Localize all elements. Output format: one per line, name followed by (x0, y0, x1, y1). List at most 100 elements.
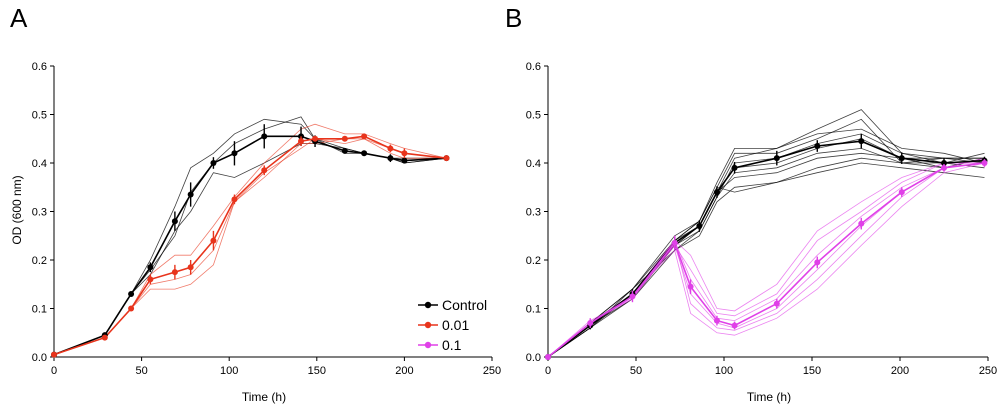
panel-b-data-point-0-1 (814, 259, 821, 266)
panel-a-replicate-lines (53, 116, 447, 355)
panel-b-data-point-0-1 (731, 322, 738, 329)
panel-a-y-tick-label: 0.4 (32, 158, 47, 170)
panel-a-x-tick-label: 150 (308, 365, 326, 377)
panel-a-data-point-0-01 (187, 264, 194, 271)
panel-a-x-tick-label: 100 (220, 365, 238, 377)
panel-b-x-tick-label: 150 (803, 365, 821, 377)
panel-a-data-point-control (341, 147, 348, 154)
panel-b-replicate-line-control (547, 157, 985, 358)
panel-b-data-point-control (773, 155, 780, 162)
legend-label-0-1: 0.1 (442, 337, 462, 353)
panel-a-mean-points (51, 124, 450, 358)
legend-marker-control (424, 301, 432, 309)
panel-b-y-tick-label: 0.6 (526, 61, 541, 73)
panel-a-data-point-0-01 (341, 135, 348, 142)
panel-a-data-point-control (401, 157, 408, 164)
panel-b-data-point-control (696, 223, 703, 230)
panel-b-y-tick-label: 0.5 (526, 110, 541, 122)
panel-a-data-point-0-01 (401, 150, 408, 157)
panel-a-data-point-0-01 (298, 138, 305, 145)
legend-entry-0-01: 0.01 (418, 317, 469, 333)
panel-a-data-point-control (147, 264, 154, 271)
panel-b-y-tick-label: 0.4 (526, 158, 541, 170)
panel-a-x-axis-title: Time (h) (242, 390, 286, 404)
panel-b-replicate-line-0-1 (547, 162, 985, 358)
panel-a-data-point-0-01 (261, 167, 268, 174)
panel-b-data-point-0-1 (671, 240, 678, 247)
panel-b-data-point-0-1 (858, 220, 865, 227)
panel-a-data-point-0-01 (51, 351, 57, 358)
legend-marker-0-01 (424, 321, 432, 329)
panel-b-data-point-0-1 (941, 164, 947, 171)
panel-a-data-point-control (387, 155, 394, 162)
panel-a-replicate-line-control (53, 116, 447, 355)
panel-a-data-point-0-01 (361, 133, 368, 140)
panel-b-x-axis-title: Time (h) (747, 390, 791, 404)
legend-entry-0-1: 0.1 (418, 337, 462, 353)
panel-a-replicate-line-control (53, 118, 447, 355)
panel-b-x-tick-label: 250 (979, 365, 997, 377)
panel-b-y-tick-label: 0.1 (526, 304, 541, 316)
panel-b-x-tick-label: 100 (715, 365, 733, 377)
panel-a-y-tick-label: 0.1 (32, 304, 47, 316)
panel-b-replicate-line-control (547, 162, 985, 358)
panel-a-data-point-0-01 (312, 135, 319, 142)
panel-a-data-point-0-01 (171, 269, 178, 276)
panel-b-data-point-0-1 (713, 317, 720, 324)
panel-b-replicate-line-0-1 (547, 162, 985, 358)
panel-a-data-point-0-01 (210, 237, 217, 244)
panel-b-x-tick-label: 0 (545, 365, 551, 377)
panel-b-axes: 0.0 0.1 0.2 0.3 0.4 0.5 0.6 0 50 100 150 200 250 (526, 61, 997, 377)
panel-a-mean-lines (53, 135, 447, 356)
panel-b-x-tick-label: 200 (891, 365, 909, 377)
legend-label-control: Control (442, 297, 487, 313)
panel-a-data-point-control (261, 133, 268, 140)
panel-b-letter: B (505, 3, 522, 33)
panel-a-x-tick-label: 50 (135, 365, 147, 377)
panel-a-replicate-line-0-01 (53, 123, 447, 355)
panel-a-data-point-control (231, 150, 238, 157)
panel-b-replicate-line-0-1 (547, 157, 985, 358)
panel-b-replicate-line-control (547, 133, 985, 358)
panel-b-replicate-line-0-1 (547, 162, 985, 358)
panel-a-data-point-0-01 (128, 305, 135, 312)
panel-b-data-point-0-1 (981, 160, 988, 166)
panel-a: A OD (600 nm) Time (h) 0.00.10.20.30.40.… (10, 3, 501, 404)
panel-b: B Time (h) 0.0 0.1 0.2 0.3 0.4 0.5 0.6 0 50 100 15… (505, 3, 997, 404)
panel-a-mean-line-0-01 (53, 135, 447, 356)
panel-b-data-point-control (898, 155, 905, 162)
panel-b-y-tick-label: 0.2 (526, 255, 541, 267)
panel-b-data-point-0-1 (687, 283, 694, 290)
panel-b-y-tick-label: 0.0 (526, 352, 541, 364)
panel-b-data-point-0-1 (587, 320, 594, 327)
panel-a-data-point-0-01 (387, 145, 394, 152)
panel-a-data-point-control (171, 218, 178, 225)
panel-a-x-tick-label: 200 (395, 365, 413, 377)
panel-a-mean-line-control (53, 135, 447, 356)
panel-a-x-tick-label: 0 (51, 365, 57, 377)
legend-marker-0-1 (424, 341, 432, 349)
panel-a-replicate-line-0-01 (53, 138, 447, 355)
panel-b-y-tick-label: 0.3 (526, 207, 541, 219)
panel-a-data-point-0-01 (231, 196, 238, 203)
panel-b-mean-points (545, 133, 988, 360)
panel-b-replicate-line-0-1 (547, 162, 985, 358)
panel-b-replicate-line-control (547, 109, 985, 358)
panel-b-data-point-control (814, 143, 821, 150)
panel-a-x-tick-label: 250 (483, 365, 501, 377)
panel-a-data-point-0-01 (147, 276, 154, 283)
legend-entry-control: Control (418, 297, 487, 313)
legend: Control 0.01 0.1 (418, 297, 487, 353)
panel-b-data-point-0-1 (629, 293, 636, 300)
panel-b-data-point-control (713, 189, 720, 196)
panel-b-data-point-control (858, 138, 865, 145)
panel-b-mean-line-0-1 (547, 162, 985, 358)
panel-a-y-axis-title: OD (600 nm) (10, 175, 24, 244)
panel-b-data-point-control (941, 160, 947, 166)
panel-b-data-point-control (731, 164, 738, 171)
panel-a-axes: 0.0 0.1 0.2 0.3 0.4 0.5 0.6 0 50 100 150 200 250 (32, 61, 501, 377)
panel-a-data-point-control (210, 160, 217, 166)
panel-b-data-point-0-1 (773, 300, 780, 307)
panel-b-x-tick-label: 50 (630, 365, 642, 377)
